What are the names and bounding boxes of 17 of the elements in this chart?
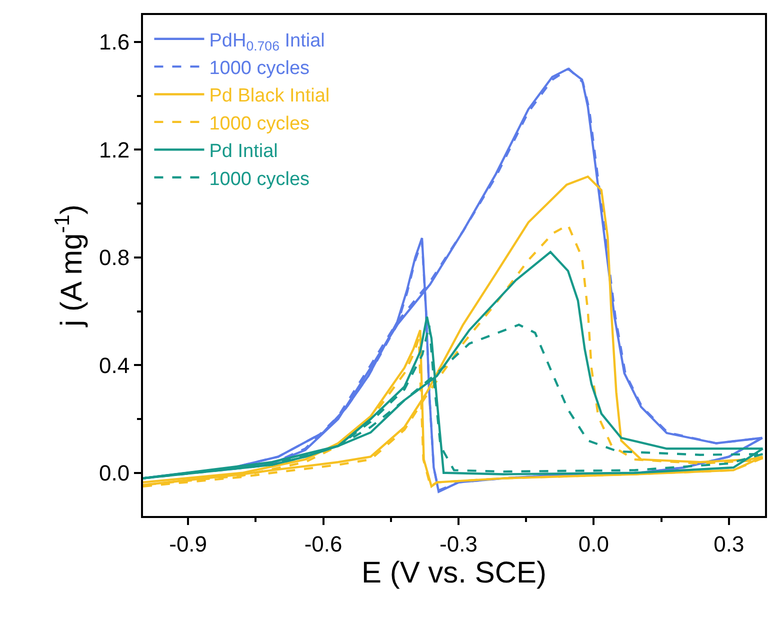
y-tick-label: 1.6	[99, 30, 130, 55]
x-tick-label: -0.3	[440, 531, 478, 556]
legend-label: 1000 cycles	[209, 113, 310, 134]
x-axis-title: E (V vs. SCE)	[361, 556, 547, 590]
legend-label: Pd Black Intial	[209, 86, 330, 107]
x-tick-label: -0.6	[304, 531, 342, 556]
legend-label: 1000 cycles	[209, 58, 310, 79]
legend-label: PdH$_{0.706}$ Intial	[209, 30, 325, 54]
y-tick-label: 0.8	[99, 245, 130, 270]
x-tick-label: -0.9	[169, 531, 208, 556]
y-tick-label: 1.2	[99, 137, 130, 162]
legend-label: 1000 cycles	[209, 168, 310, 190]
y-tick-label: 0.4	[99, 352, 130, 378]
x-tick-label: 0.3	[714, 531, 744, 556]
y-tick-label: 0.0	[99, 460, 130, 486]
x-tick-label: 0.0	[578, 531, 610, 556]
legend-label: Pd Intial	[209, 141, 278, 162]
